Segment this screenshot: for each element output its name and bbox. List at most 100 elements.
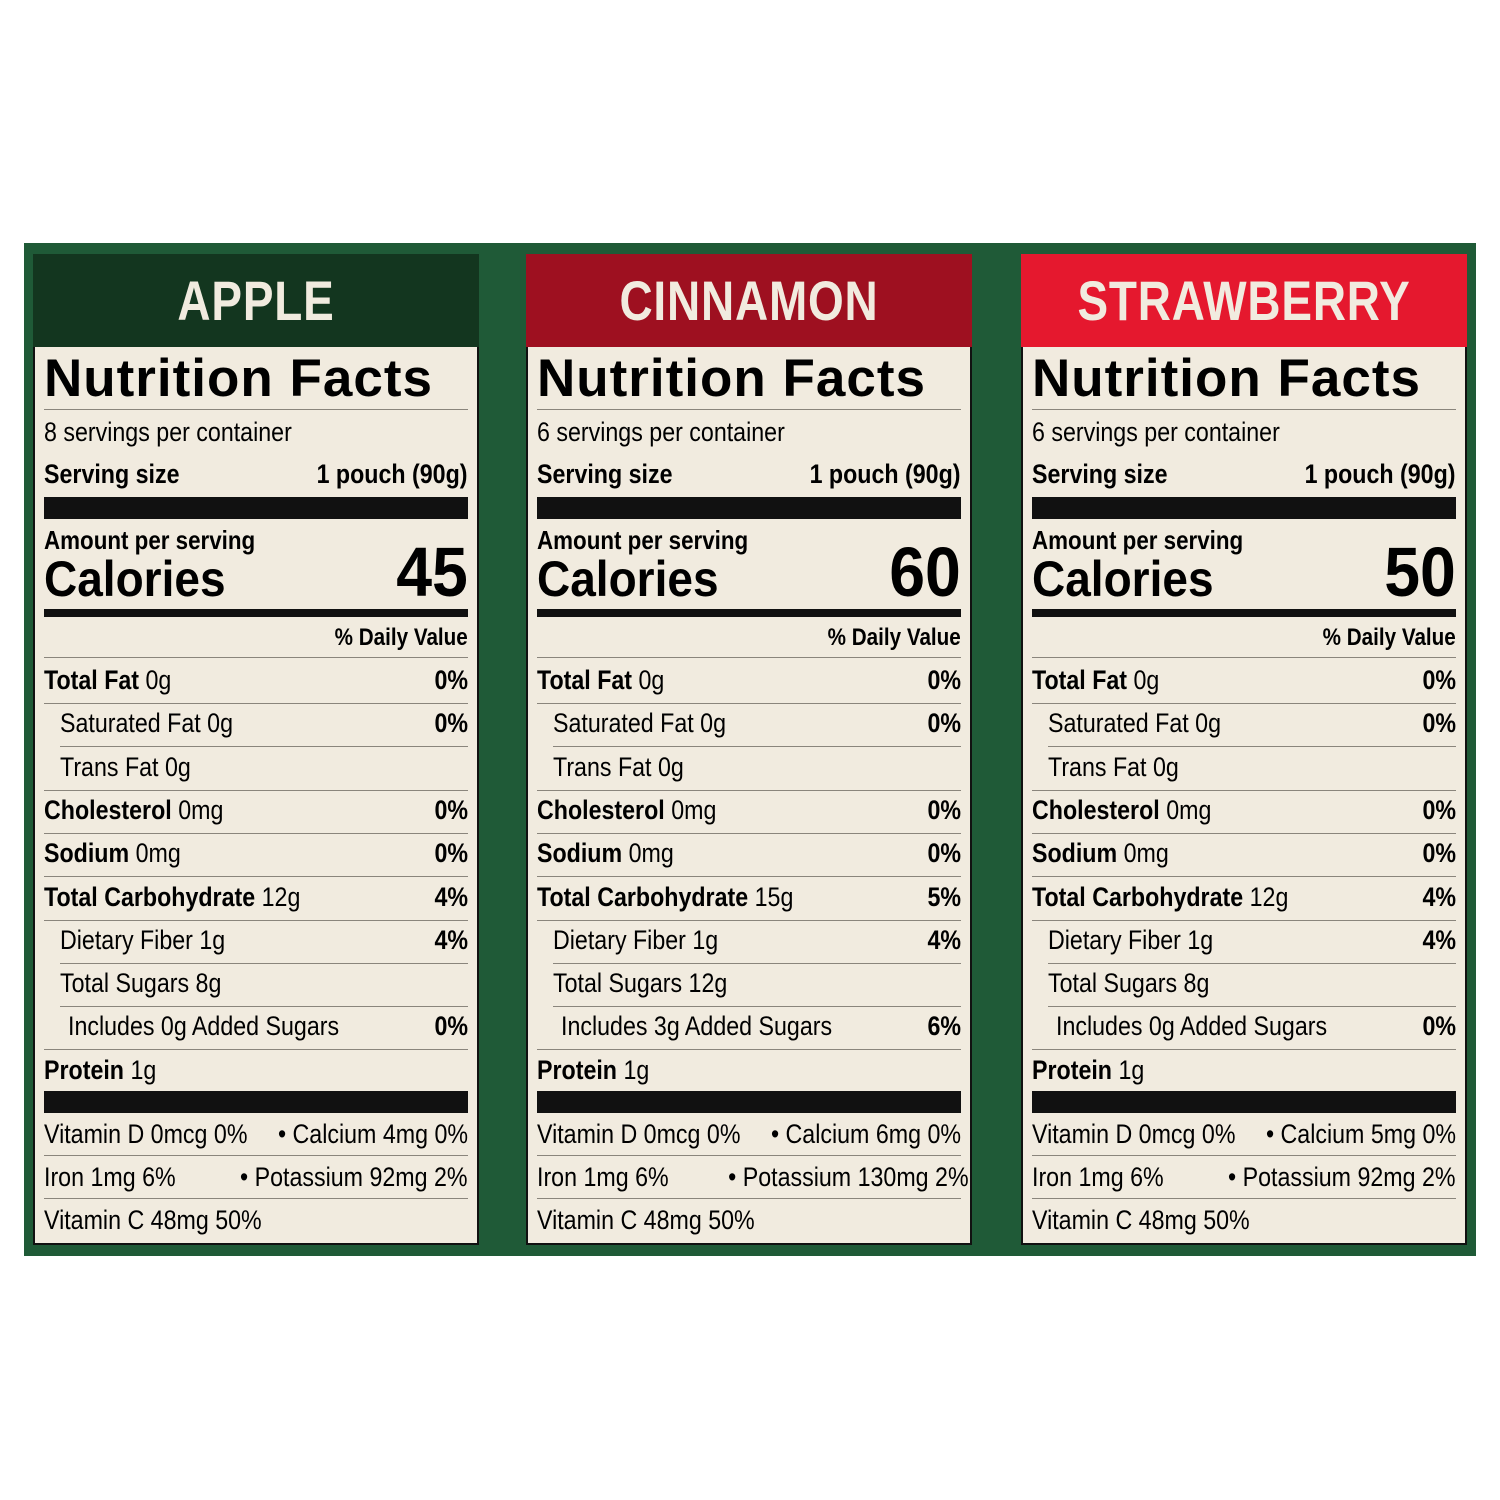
nutrition-facts-panel-group: APPLE Nutrition Facts 8 servings per conta… bbox=[24, 243, 1476, 1256]
divider bbox=[553, 962, 961, 964]
nutrient-name: Sodium bbox=[1032, 838, 1118, 869]
thick-bar bbox=[44, 1091, 468, 1113]
nutrient-name: Saturated Fat bbox=[1048, 708, 1189, 739]
divider bbox=[44, 876, 468, 878]
nutrient-amount: 0g bbox=[700, 708, 727, 739]
nutrient-daily-value: 0% bbox=[1422, 665, 1456, 695]
nutrient-amount: 0g bbox=[1133, 665, 1160, 695]
calories-label: Calories bbox=[537, 551, 719, 607]
iron: Iron 1mg 6% bbox=[1032, 1162, 1164, 1192]
nutrient-row: Cholesterol 0mg bbox=[537, 795, 716, 825]
divider bbox=[60, 1006, 468, 1008]
nutrient-name: Protein bbox=[44, 1054, 124, 1085]
nutrient-amount: 8g bbox=[195, 968, 222, 999]
divider bbox=[44, 1155, 468, 1156]
divider bbox=[537, 703, 961, 704]
nutrient-name: Sodium bbox=[537, 838, 623, 869]
nutrient-daily-value: 0% bbox=[1422, 708, 1456, 739]
nutrient-amount: 1g bbox=[1118, 1054, 1145, 1085]
nutrient-name: Trans Fat bbox=[553, 751, 652, 782]
nutrient-row: Dietary Fiber 1g bbox=[1048, 925, 1213, 955]
serving-size-label: Serving size bbox=[537, 459, 673, 489]
vitamin-c: Vitamin C 48mg 50% bbox=[537, 1205, 755, 1235]
nutrient-row: Trans Fat 0g bbox=[60, 752, 191, 782]
nutrient-amount: 0g bbox=[1195, 708, 1222, 739]
nutrient-amount: 0g bbox=[164, 751, 191, 782]
divider bbox=[553, 1006, 961, 1008]
nutrient-amount: 0mg bbox=[178, 794, 224, 825]
vitamin-d: Vitamin D 0mcg 0% bbox=[44, 1119, 248, 1149]
vitamin-c: Vitamin C 48mg 50% bbox=[1032, 1205, 1250, 1235]
nutrient-daily-value: 0% bbox=[434, 838, 468, 869]
nutrient-name: Total Sugars bbox=[1048, 968, 1178, 999]
divider bbox=[44, 657, 468, 658]
nutrient-row: Dietary Fiber 1g bbox=[60, 925, 225, 955]
nutrient-row: Sodium 0mg bbox=[1032, 838, 1169, 868]
flavor-name: STRAWBERRY bbox=[1077, 269, 1411, 332]
nutrient-name: Dietary Fiber bbox=[1048, 924, 1181, 955]
servings-per-container: 6 servings per container bbox=[537, 417, 785, 447]
nutrient-amount: 0mg bbox=[135, 838, 181, 869]
calories-label: Calories bbox=[1032, 551, 1214, 607]
nutrient-daily-value: 4% bbox=[434, 881, 468, 912]
nutrient-row: Protein 1g bbox=[44, 1055, 156, 1085]
divider bbox=[537, 876, 961, 878]
nutrient-row: Saturated Fat 0g bbox=[553, 708, 726, 738]
nutrition-facts-title: Nutrition Facts bbox=[537, 349, 926, 408]
label-body: Nutrition Facts 6 servings per container S… bbox=[1021, 347, 1467, 1245]
divider bbox=[1032, 657, 1456, 658]
divider bbox=[60, 962, 468, 964]
divider bbox=[1032, 876, 1456, 878]
nutrient-row: Total Carbohydrate 15g bbox=[537, 882, 793, 912]
nutrient-name: Total Sugars bbox=[60, 968, 190, 999]
nutrient-amount: 0mg bbox=[671, 794, 717, 825]
divider bbox=[1032, 409, 1456, 410]
nutrient-daily-value: 0% bbox=[1422, 794, 1456, 825]
thick-bar bbox=[537, 1091, 961, 1113]
divider bbox=[1032, 1198, 1456, 1199]
nutrient-amount: 12g bbox=[261, 881, 301, 912]
nutrient-name: Includes 3g Added Sugars bbox=[561, 1011, 833, 1042]
nutrient-daily-value: 4% bbox=[927, 924, 961, 955]
divider bbox=[1032, 789, 1456, 791]
nutrient-name: Total Carbohydrate bbox=[537, 881, 749, 912]
nutrient-name: Cholesterol bbox=[1032, 794, 1160, 825]
amount-per-serving-label: Amount per serving bbox=[537, 525, 749, 555]
nutrient-amount: 1g bbox=[692, 924, 719, 955]
nutrient-row: Total Fat 0g bbox=[1032, 665, 1159, 695]
nutrient-daily-value: 4% bbox=[434, 924, 468, 955]
amount-per-serving-label: Amount per serving bbox=[1032, 525, 1244, 555]
serving-size-value: 1 pouch (90g) bbox=[1305, 459, 1456, 489]
flavor-header: APPLE bbox=[33, 254, 479, 347]
nutrient-name: Cholesterol bbox=[537, 794, 665, 825]
nutrient-row: Protein 1g bbox=[1032, 1055, 1144, 1085]
divider bbox=[1048, 962, 1456, 964]
divider bbox=[537, 1155, 961, 1156]
nutrition-label-strawberry: STRAWBERRY Nutrition Facts 6 servings per … bbox=[1021, 254, 1467, 1245]
nutrient-name: Protein bbox=[1032, 1054, 1112, 1085]
divider bbox=[537, 789, 961, 791]
nutrient-row: Protein 1g bbox=[537, 1055, 649, 1085]
nutrient-row: Total Carbohydrate 12g bbox=[44, 882, 300, 912]
divider bbox=[1032, 919, 1456, 921]
nutrient-amount: 1g bbox=[1187, 924, 1214, 955]
divider bbox=[1032, 832, 1456, 834]
nutrient-amount: 12g bbox=[688, 968, 728, 999]
calcium: • Calcium 5mg 0% bbox=[1265, 1119, 1456, 1149]
nutrient-daily-value: 0% bbox=[927, 708, 961, 739]
calcium: • Calcium 4mg 0% bbox=[277, 1119, 468, 1149]
nutrient-amount: 8g bbox=[1183, 968, 1210, 999]
nutrient-daily-value: 4% bbox=[1422, 924, 1456, 955]
medium-bar bbox=[537, 609, 961, 617]
nutrient-row: Includes 0g Added Sugars bbox=[1056, 1011, 1327, 1041]
nutrient-row: Includes 0g Added Sugars bbox=[68, 1011, 339, 1041]
nutrient-row: Trans Fat 0g bbox=[553, 752, 684, 782]
nutrient-name: Saturated Fat bbox=[553, 708, 694, 739]
thick-bar bbox=[537, 497, 961, 519]
nutrient-row: Total Carbohydrate 12g bbox=[1032, 882, 1288, 912]
potassium: • Potassium 130mg 2% bbox=[728, 1162, 969, 1192]
nutrient-name: Total Fat bbox=[44, 665, 140, 695]
flavor-name: CINNAMON bbox=[619, 269, 879, 332]
calories-value: 60 bbox=[889, 533, 961, 611]
nutrient-amount: 1g bbox=[199, 924, 226, 955]
